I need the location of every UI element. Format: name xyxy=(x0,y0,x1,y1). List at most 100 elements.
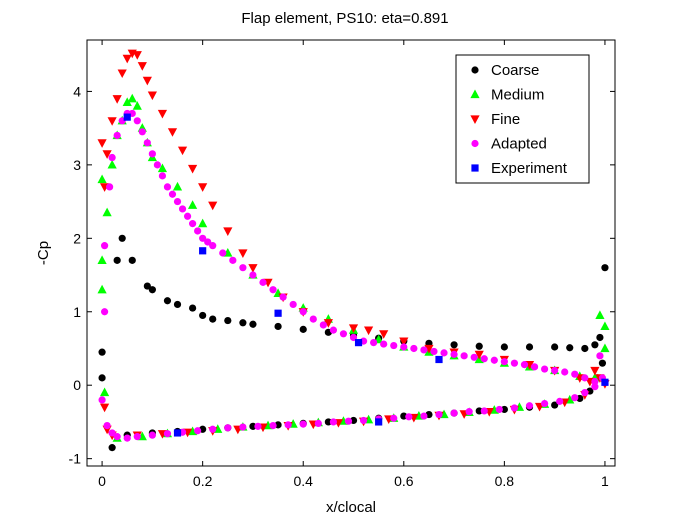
data-point-adapted xyxy=(380,340,388,348)
legend-marker-coarse xyxy=(471,66,479,74)
series-adapted xyxy=(98,109,607,442)
data-point-adapted xyxy=(571,370,579,378)
data-point-adapted xyxy=(370,339,378,347)
data-point-coarse xyxy=(551,401,559,409)
data-point-adapted xyxy=(581,374,589,382)
data-point-coarse xyxy=(239,319,247,327)
data-point-adapted xyxy=(189,220,197,228)
data-point-experiment xyxy=(435,355,443,364)
data-point-adapted xyxy=(530,363,539,371)
data-point-medium xyxy=(97,174,107,184)
data-point-experiment xyxy=(274,309,282,317)
data-point-adapted xyxy=(133,433,141,441)
data-point-fine xyxy=(248,264,258,273)
data-point-fine xyxy=(102,150,112,159)
x-tick-label: 0.6 xyxy=(394,473,414,489)
data-point-adapted xyxy=(561,368,569,376)
data-point-adapted xyxy=(390,341,398,350)
y-tick-label: 2 xyxy=(73,230,81,246)
data-point-medium xyxy=(157,163,168,173)
data-point-adapted xyxy=(249,271,257,279)
data-point-fine xyxy=(364,326,374,336)
x-tick-label: 0.2 xyxy=(193,473,213,489)
data-point-adapted xyxy=(98,396,106,404)
data-point-adapted xyxy=(106,183,114,191)
data-point-fine xyxy=(132,51,142,60)
data-point-medium xyxy=(132,101,142,110)
data-point-adapted xyxy=(101,242,109,250)
legend-box xyxy=(455,54,590,184)
data-point-adapted xyxy=(309,315,317,323)
data-point-fine xyxy=(188,164,198,174)
data-point-fine xyxy=(177,146,188,156)
x-tick-label: 1 xyxy=(601,473,609,489)
data-point-fine xyxy=(107,117,117,126)
data-point-fine xyxy=(112,95,122,104)
legend-label-adapted: Adapted xyxy=(491,136,547,153)
data-point-fine xyxy=(142,76,152,86)
data-point-coarse xyxy=(525,343,534,351)
data-point-fine xyxy=(122,54,132,64)
series-experiment xyxy=(123,113,609,437)
data-point-adapted xyxy=(591,377,599,386)
data-point-coarse xyxy=(598,359,607,367)
data-point-adapted xyxy=(239,264,247,272)
x-tick-label: 0.8 xyxy=(495,473,515,489)
data-point-adapted xyxy=(194,427,202,435)
data-point-adapted xyxy=(153,161,161,169)
data-point-adapted xyxy=(314,419,322,427)
data-point-adapted xyxy=(204,238,212,246)
x-axis-label: x/clocal xyxy=(326,499,376,516)
data-point-medium xyxy=(102,207,112,217)
data-point-adapted xyxy=(440,349,448,357)
data-point-adapted xyxy=(289,300,297,309)
data-point-coarse xyxy=(199,311,207,320)
chart-title: Flap element, PS10: eta=0.891 xyxy=(241,10,448,27)
data-point-medium xyxy=(127,93,137,103)
data-point-adapted xyxy=(581,388,589,397)
data-point-fine xyxy=(97,139,107,148)
data-point-experiment xyxy=(173,429,182,437)
legend-label-medium: Medium xyxy=(491,87,544,104)
data-point-adapted xyxy=(435,410,443,419)
data-point-fine xyxy=(323,319,333,328)
data-point-medium xyxy=(198,218,208,228)
data-point-fine xyxy=(117,69,127,79)
legend-marker-experiment xyxy=(471,164,479,172)
data-point-adapted xyxy=(209,425,217,433)
data-point-adapted xyxy=(269,286,277,294)
data-point-fine xyxy=(238,249,248,258)
data-point-fine xyxy=(348,324,359,333)
data-point-adapted xyxy=(284,421,292,429)
data-point-coarse xyxy=(128,256,136,264)
data-point-medium xyxy=(100,387,110,397)
data-point-adapted xyxy=(108,429,116,437)
data-point-adapted xyxy=(279,293,287,301)
data-point-adapted xyxy=(405,413,413,421)
data-point-adapted xyxy=(229,256,237,264)
data-point-adapted xyxy=(541,399,549,408)
data-point-coarse xyxy=(98,348,106,356)
data-point-adapted xyxy=(199,234,207,242)
data-point-experiment xyxy=(123,113,131,121)
data-point-fine xyxy=(100,403,110,413)
data-point-adapted xyxy=(113,131,121,140)
data-point-coarse xyxy=(450,341,458,349)
data-point-adapted xyxy=(254,422,262,430)
data-point-adapted xyxy=(596,352,604,360)
data-point-fine xyxy=(223,227,233,236)
axis-ticks: 0 0.2 0.4 0.6 0.8 1 -1 0 1 2 3 4 xyxy=(69,40,615,489)
data-point-adapted xyxy=(500,358,508,366)
data-point-adapted xyxy=(194,227,202,235)
data-point-adapted xyxy=(551,366,559,375)
data-point-coarse xyxy=(108,444,116,452)
data-point-coarse xyxy=(209,315,217,323)
y-tick-label: 1 xyxy=(73,304,81,320)
data-point-experiment xyxy=(354,339,363,347)
data-point-adapted xyxy=(113,433,121,441)
data-point-experiment xyxy=(199,247,207,255)
data-point-coarse xyxy=(591,341,599,349)
data-point-adapted xyxy=(460,352,468,360)
data-point-medium xyxy=(97,284,107,294)
data-point-coarse xyxy=(324,418,332,426)
